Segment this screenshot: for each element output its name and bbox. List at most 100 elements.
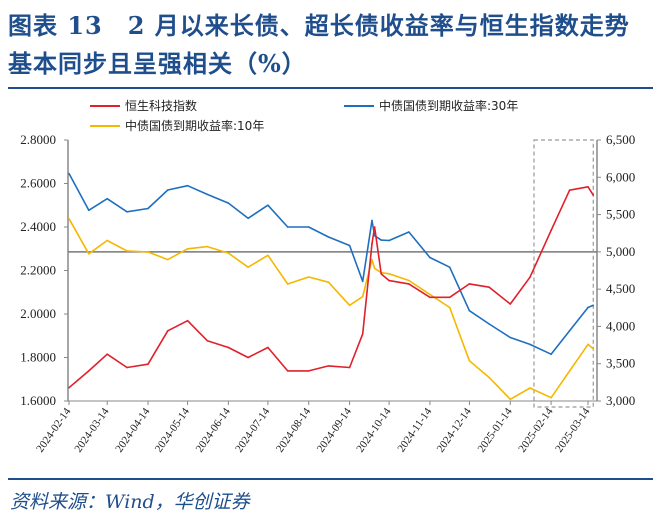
data-point-0: [68, 386, 70, 389]
right-tick-label: 4,000: [606, 318, 635, 333]
data-point-0: [361, 333, 364, 335]
x-tick-label: 2024-11-14: [395, 405, 434, 454]
right-tick-label: 6,500: [606, 132, 635, 147]
data-point-2: [106, 239, 109, 242]
title-divider: [8, 87, 653, 89]
data-point-2: [166, 258, 169, 261]
data-point-2: [147, 251, 149, 253]
data-point-2: [126, 250, 128, 252]
data-point-2: [509, 398, 512, 401]
data-point-1: [68, 172, 70, 175]
data-point-1: [429, 256, 431, 259]
data-point-1: [361, 280, 364, 283]
data-point-1: [327, 236, 330, 238]
data-point-1: [550, 353, 552, 356]
data-point-2: [468, 359, 471, 362]
data-point-1: [247, 217, 249, 220]
data-point-0: [147, 363, 149, 365]
data-point-1: [509, 336, 512, 339]
data-point-2: [87, 252, 90, 255]
x-tick-label: 2024-08-14: [274, 405, 314, 454]
data-point-2: [371, 258, 373, 261]
data-point-1: [348, 244, 351, 247]
data-point-0: [509, 303, 512, 305]
legend-label: 中债国债到期收益率:30年: [379, 98, 518, 113]
data-point-1: [448, 266, 451, 269]
x-tick-label: 2024-02-14: [34, 405, 74, 454]
data-point-0: [206, 339, 209, 342]
right-tick-label: 4,500: [606, 281, 635, 296]
data-point-2: [448, 306, 451, 309]
x-tick-label: 2024-09-14: [315, 405, 355, 454]
left-tick-label: 2.2000: [20, 263, 56, 278]
x-tick-label: 2024-03-14: [72, 405, 112, 454]
data-point-0: [429, 296, 431, 299]
data-point-1: [147, 207, 149, 210]
x-tick-label: 2025-02-14: [516, 405, 556, 454]
data-point-2: [227, 252, 230, 254]
data-point-1: [568, 329, 571, 332]
x-tick-label: 2025-03-14: [553, 405, 593, 454]
chart-title-line2: 基本同步且呈强相关（%）: [8, 49, 307, 78]
data-point-0: [408, 283, 410, 285]
legend-label: 中债国债到期收益率:10年: [125, 118, 264, 133]
data-point-2: [373, 267, 376, 270]
data-point-1: [380, 239, 382, 241]
data-point-2: [488, 376, 491, 379]
data-point-2: [587, 343, 589, 346]
x-tick-label: 2024-12-14: [435, 405, 475, 454]
left-tick-label: 2.4000: [20, 219, 56, 234]
data-point-2: [286, 283, 289, 285]
data-point-2: [388, 272, 390, 275]
x-tick-label: 2024-07-14: [233, 405, 273, 454]
left-tick-label: 1.6000: [20, 393, 56, 408]
data-point-1: [587, 306, 589, 309]
series-line-2: [68, 218, 594, 401]
data-point-2: [186, 247, 189, 250]
data-point-1: [468, 309, 471, 312]
data-point-0: [568, 189, 571, 191]
x-tick-label: 2025-01-14: [475, 405, 515, 454]
data-point-1: [106, 197, 109, 200]
data-point-1: [166, 189, 169, 191]
data-point-2: [529, 387, 531, 389]
highlight-box: [533, 139, 594, 408]
x-tick-label: 2024-05-14: [153, 405, 193, 454]
left-tick-label: 2.8000: [20, 132, 56, 147]
data-point-0: [247, 356, 249, 359]
data-point-0: [106, 353, 109, 355]
data-point-1: [388, 239, 390, 242]
data-point-1: [371, 219, 373, 222]
right-tick-label: 5,000: [606, 244, 635, 259]
data-point-0: [126, 366, 128, 369]
source-note: 资料来源：Wind，华创证券: [10, 491, 250, 513]
right-tick-label: 3,500: [606, 356, 635, 371]
x-tick-label: 2024-10-14: [354, 405, 394, 454]
data-point-0: [307, 370, 310, 372]
data-point-0: [388, 279, 390, 282]
data-point-2: [327, 281, 330, 284]
data-point-0: [468, 283, 471, 285]
series-line-1: [68, 173, 594, 356]
data-point-2: [361, 295, 364, 298]
x-tick-label: 2024-06-14: [194, 405, 234, 454]
data-point-2: [568, 370, 571, 372]
data-point-2: [206, 245, 209, 248]
data-point-2: [307, 276, 310, 278]
data-point-1: [529, 343, 531, 346]
footer-divider: [8, 478, 653, 480]
data-point-2: [408, 279, 410, 282]
series-line-0: [68, 186, 594, 389]
data-point-0: [166, 329, 169, 332]
right-tick-label: 3,000: [606, 393, 635, 408]
data-point-1: [227, 202, 230, 204]
data-point-0: [380, 273, 382, 275]
data-point-1: [408, 231, 410, 233]
data-point-0: [227, 346, 230, 349]
data-point-0: [488, 286, 491, 289]
data-point-0: [448, 296, 451, 299]
data-point-2: [247, 266, 249, 269]
data-point-0: [267, 346, 269, 349]
data-point-0: [286, 370, 289, 372]
